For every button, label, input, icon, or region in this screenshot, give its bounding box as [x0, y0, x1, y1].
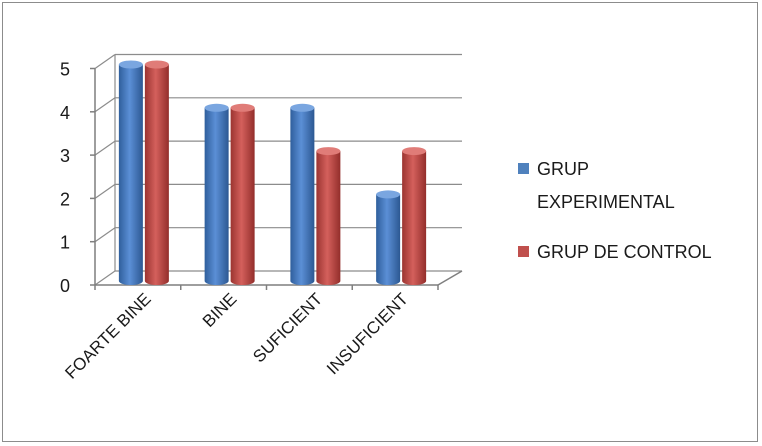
bar-body [230, 107, 255, 285]
floor-edge [437, 270, 463, 286]
x-tick-label: BINE [199, 289, 240, 330]
bar-body [118, 64, 143, 285]
y-tick-label: 2 [60, 189, 70, 209]
legend-swatch [518, 246, 529, 257]
legend-label: GRUP DE CONTROL [537, 242, 712, 262]
gridline-side [94, 97, 116, 113]
y-tick-label: 3 [60, 146, 70, 166]
bar-body [376, 194, 401, 285]
bar [230, 103, 255, 285]
legend-item: GRUP EXPERIMENTAL [518, 159, 675, 212]
legend-item: GRUP DE CONTROL [518, 242, 712, 262]
gridline-side [94, 140, 116, 156]
bar-body [290, 107, 315, 285]
y-tick-label: 1 [60, 233, 70, 253]
chart-axes [90, 67, 463, 290]
y-tick-label: 5 [60, 60, 70, 80]
bar [144, 60, 169, 285]
gridline-side [94, 54, 116, 69]
x-tick-label: INSUFICIENT [323, 289, 412, 378]
bar [402, 147, 427, 285]
bar [376, 190, 401, 285]
bar-top [118, 60, 143, 69]
x-tick-label: SUFICIENT [249, 289, 326, 366]
x-tick-label: FOARTE BINE [61, 289, 154, 382]
bar-body [144, 64, 169, 285]
bar [316, 147, 341, 285]
gridline-side [94, 183, 116, 199]
legend-label: GRUP [537, 159, 589, 179]
y-tick-label: 0 [60, 276, 70, 296]
gridline-side [94, 227, 116, 243]
bar-body [402, 151, 427, 285]
gridline-side [94, 270, 116, 286]
bar-top [316, 147, 341, 156]
y-tick-label: 4 [60, 103, 70, 123]
bar-top [402, 147, 427, 156]
legend-label: EXPERIMENTAL [537, 192, 675, 212]
legend-swatch [518, 163, 529, 174]
bar-top [144, 60, 169, 69]
bar-body [316, 151, 341, 285]
bar-top [230, 103, 255, 112]
chart-bars [118, 60, 427, 285]
chart-legend: GRUP EXPERIMENTAL GRUP DE CONTROL [518, 159, 712, 262]
bar-body [204, 107, 229, 285]
bar-top [204, 103, 229, 112]
bar [118, 60, 143, 285]
y-axis-labels: 0 1 2 3 4 5 [60, 60, 70, 297]
bar-top [290, 103, 315, 112]
bar [204, 103, 229, 285]
bar [290, 103, 315, 285]
bar-top [376, 190, 401, 199]
